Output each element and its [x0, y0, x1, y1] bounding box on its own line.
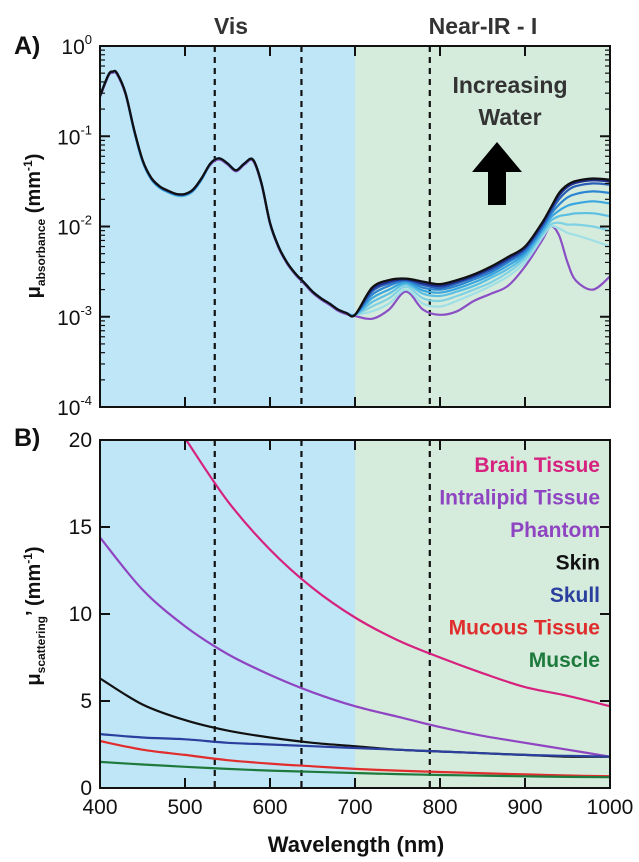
y-axis-label-b: μscattering’ (mm-1): [21, 546, 48, 685]
y-tick-label-b: 20: [69, 429, 92, 452]
absorbance-line-9: [98, 69, 611, 318]
vis-region-a: [100, 46, 355, 407]
scattering-line-mucous-tissue: [99, 739, 611, 778]
y-tick-label-b: 15: [69, 516, 92, 539]
x-tick-label: 400: [82, 796, 117, 819]
x-tick-label: 700: [337, 796, 372, 819]
legend-entry: Intralipid Tissue: [439, 487, 600, 510]
legend-entry: Skin: [556, 552, 600, 575]
annotation-line-2: Water: [478, 104, 541, 130]
axis-ticks-a: 100 10-1 10-2 10-3 10-4: [57, 32, 611, 420]
y-tick-label-b: 0: [80, 777, 92, 800]
y-tick-label-a: 100: [61, 32, 92, 59]
legend-entry: Skull: [550, 584, 600, 607]
y-tick-label-b: 5: [80, 690, 92, 713]
nir-region-label: Near-IR - I: [429, 13, 538, 39]
legend-entry: Brain Tissue: [474, 454, 600, 477]
axis-ticks-b: 0 5 10 15 20 400 500 600 700 800 900 1000: [69, 429, 634, 819]
scattering-series: [99, 439, 611, 779]
y-tick-label-a: 10-2: [57, 213, 92, 240]
scattering-line-skull: [99, 733, 611, 758]
scattering-line-intralipid-tissue-phantom: [99, 536, 611, 758]
vis-region-b: [100, 440, 355, 788]
x-axis-label: Wavelength (nm): [268, 832, 444, 857]
x-tick-label: 900: [507, 796, 542, 819]
y-tick-label-b: 10: [69, 603, 92, 626]
absorbance-series: [98, 69, 611, 321]
scattering-line-muscle: [99, 760, 611, 779]
reference-lines-a: [213, 46, 431, 407]
panel-b-scattering: 0 5 10 15 20 400 500 600 700 800 900 1000 Brain Tis…: [14, 424, 633, 857]
nir-region-a: [355, 46, 610, 407]
panel-label-b: B): [14, 424, 40, 452]
x-tick-label: 600: [252, 796, 287, 819]
legend-entry: Phantom: [510, 519, 600, 542]
x-tick-label: 500: [167, 796, 202, 819]
reference-lines-b: [213, 440, 431, 788]
legend-entry: Mucous Tissue: [449, 617, 600, 640]
y-axis-label-a: μabsorbance (mm-1): [21, 154, 48, 299]
increasing-water-arrow: [472, 142, 522, 205]
x-tick-label: 800: [422, 796, 457, 819]
x-tick-label: 1000: [587, 796, 634, 819]
legend-entry: Muscle: [529, 649, 600, 672]
y-tick-label-a: 10-1: [57, 122, 92, 149]
y-tick-label-a: 10-4: [57, 393, 92, 420]
scattering-line-brain-tissue: [185, 439, 611, 708]
y-tick-label-a: 10-3: [57, 303, 92, 330]
panel-label-a: A): [14, 32, 40, 60]
annotation-line-1: Increasing: [452, 72, 567, 98]
legend: Brain Tissue Intralipid Tissue Phantom Skin…: [439, 454, 600, 672]
nir-region-b: [355, 440, 610, 788]
vis-region-label: Vis: [214, 13, 248, 39]
